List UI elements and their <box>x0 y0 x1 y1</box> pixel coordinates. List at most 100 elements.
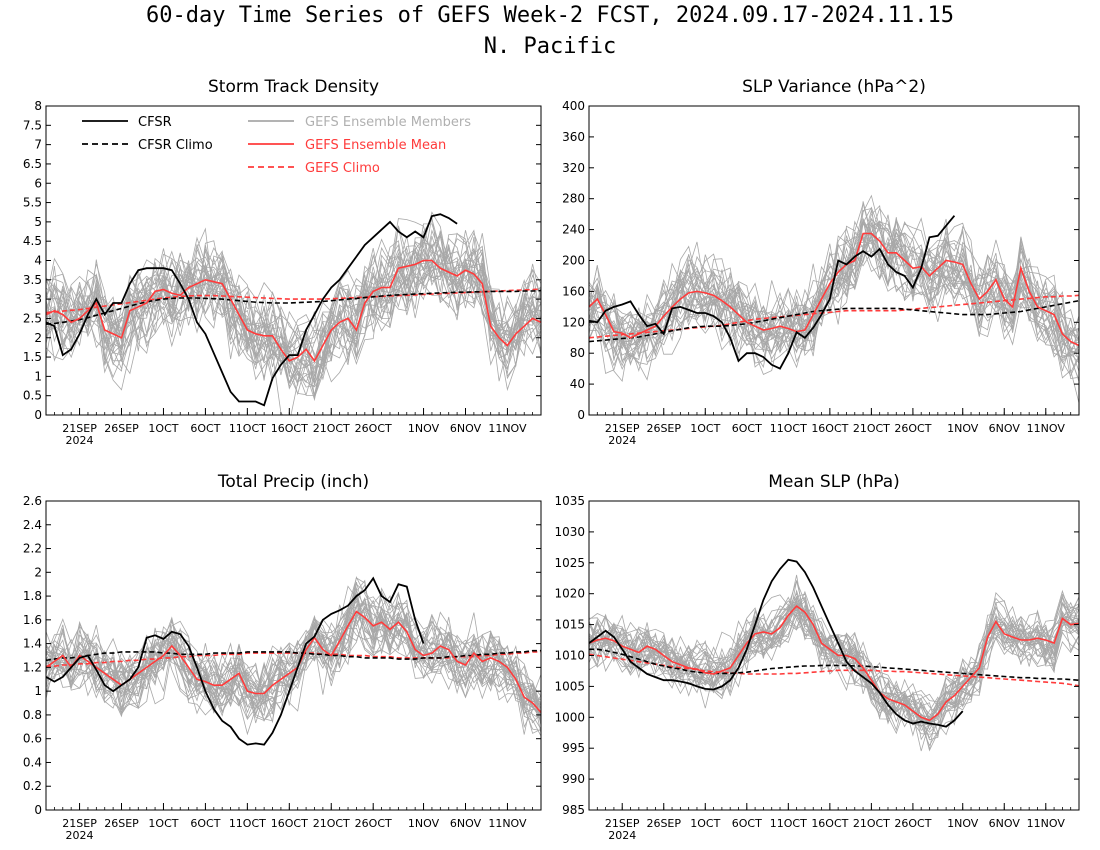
x-tick-label: 6OCT <box>190 422 220 435</box>
x-tick-label: 26SEP <box>646 817 681 830</box>
y-tick-label: 7 <box>34 138 42 152</box>
ensemble-member-line <box>46 237 541 396</box>
gefs-climo-line <box>589 294 1079 339</box>
y-tick-label: 1.5 <box>23 350 42 364</box>
ensemble-mean-line <box>589 605 1079 722</box>
x-tick-label: 16OCT <box>271 817 308 830</box>
y-tick-label: 240 <box>562 223 585 237</box>
chart-title: Mean SLP (hPa) <box>768 472 900 492</box>
ensemble-member-line <box>46 604 541 720</box>
legend-cfsr-climo-label: CFSR Climo <box>138 138 213 153</box>
legend: CFSR CFSR Climo GEFS Ensemble Members GEFS … <box>82 115 471 176</box>
x-tick-label: 6NOV <box>450 422 482 435</box>
y-tick-label: 3 <box>34 292 42 306</box>
x-tick-label: 26SEP <box>104 422 139 435</box>
legend-members-label: GEFS Ensemble Members <box>305 115 471 130</box>
x-tick-label: 1OCT <box>148 422 178 435</box>
legend-cfsr-label: CFSR <box>138 115 172 130</box>
y-tick-label: 120 <box>562 315 585 329</box>
x-tick-label: 6OCT <box>190 817 220 830</box>
y-tick-label: 0.6 <box>23 732 42 746</box>
cfsr-line <box>589 558 964 728</box>
y-tick-label: 2.2 <box>23 542 42 556</box>
y-tick-label: 1 <box>34 684 42 698</box>
y-tick-label: 1000 <box>554 710 585 724</box>
x-tick-label: 6OCT <box>732 422 762 435</box>
ensemble-member-line <box>46 230 541 381</box>
ensemble-member-line <box>589 225 1079 364</box>
y-tick-label: 2.5 <box>23 311 42 325</box>
chart-panel-1: Storm Track Density 0 0.5 1 1.5 2 2.5 3 3.5 4 4.5 5… <box>23 77 542 447</box>
ensemble-member-line <box>589 593 1079 736</box>
y-tick-label: 40 <box>570 377 585 391</box>
y-tick-label: 985 <box>562 803 585 817</box>
x-tick-label: 11NOV <box>1027 817 1066 830</box>
y-tick-label: 0.8 <box>23 708 42 722</box>
legend-ens-mean-label: GEFS Ensemble Mean <box>305 138 446 153</box>
y-tick-label: 0.2 <box>23 779 42 793</box>
y-tick-label: 5 <box>34 215 42 229</box>
x-tick-label: 21OCT <box>853 422 890 435</box>
x-tick-label: 26SEP <box>104 817 139 830</box>
ensemble-member-line <box>46 235 541 384</box>
y-tick-label: 1015 <box>554 618 585 632</box>
y-tick-label: 5.5 <box>23 196 42 210</box>
ensemble-member-line <box>589 591 1079 750</box>
y-tick-label: 400 <box>562 99 585 113</box>
y-tick-label: 1.6 <box>23 613 42 627</box>
y-tick-label: 320 <box>562 161 585 175</box>
gefs-climo-line <box>589 653 1079 687</box>
x-tick-label: 11OCT <box>229 422 266 435</box>
ensemble-member-line <box>589 236 1079 404</box>
y-tick-label: 2 <box>34 565 42 579</box>
cfsr-line <box>589 215 956 370</box>
x-tick-label: 1NOV <box>947 422 979 435</box>
x-tick-label: 6NOV <box>989 422 1021 435</box>
plot-area <box>589 194 1079 404</box>
y-tick-label: 1.4 <box>23 637 42 651</box>
y-tick-label: 4.5 <box>23 234 42 248</box>
y-tick-label: 1020 <box>554 587 585 601</box>
x-tick-label: 11NOV <box>488 817 527 830</box>
x-tick-label: 6NOV <box>450 817 482 830</box>
ensemble-member-line <box>46 246 541 378</box>
y-tick-label: 0 <box>577 408 585 422</box>
chart-title: SLP Variance (hPa^2) <box>742 77 926 97</box>
ensemble-member-line <box>589 589 1079 724</box>
ensemble-member-line <box>46 240 541 366</box>
y-tick-label: 2.6 <box>23 494 42 508</box>
ensemble-member-line <box>46 231 541 388</box>
y-tick-label: 1025 <box>554 556 585 570</box>
chart-title: Storm Track Density <box>208 77 379 97</box>
y-tick-label: 0 <box>34 408 42 422</box>
y-tick-label: 0 <box>34 803 42 817</box>
ensemble-member-line <box>589 606 1079 739</box>
ensemble-member-line <box>46 595 541 726</box>
y-tick-label: 280 <box>562 192 585 206</box>
ensemble-member-line <box>46 234 541 379</box>
cfsr-line <box>46 213 458 407</box>
y-tick-label: 1005 <box>554 679 585 693</box>
cfsr-climo-line <box>46 289 541 325</box>
y-tick-label: 6 <box>34 176 42 190</box>
ensemble-member-line <box>46 234 541 385</box>
plot-area <box>46 211 541 415</box>
y-tick-label: 1035 <box>554 494 585 508</box>
figure-title: 60-day Time Series of GEFS Week-2 FCST, … <box>146 3 954 28</box>
chart-title: Total Precip (inch) <box>217 472 369 492</box>
y-tick-label: 200 <box>562 254 585 268</box>
y-tick-label: 80 <box>570 346 585 360</box>
x-tick-label: 21OCT <box>313 817 350 830</box>
gefs-climo-line <box>46 288 541 314</box>
y-tick-label: 2.4 <box>23 518 42 532</box>
x-tick-label: 11NOV <box>488 422 527 435</box>
y-tick-label: 1.8 <box>23 589 42 603</box>
cfsr-climo-line <box>589 648 1079 681</box>
x-tick-label: 11OCT <box>229 817 266 830</box>
x-year-label: 2024 <box>66 434 94 447</box>
plot-area <box>46 575 541 746</box>
cfsr-line <box>46 576 425 746</box>
y-tick-label: 1 <box>34 369 42 383</box>
y-tick-label: 360 <box>562 130 585 144</box>
